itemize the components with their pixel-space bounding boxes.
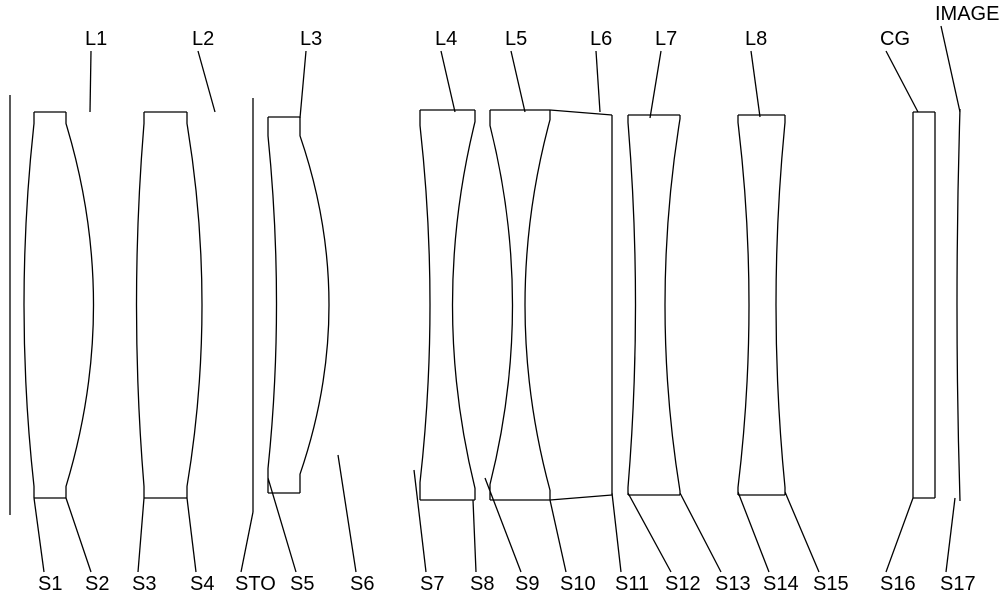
leader-L1: [90, 51, 91, 112]
surface-S15: [776, 115, 785, 495]
label-L8: L8: [745, 28, 767, 50]
surface-S13: [665, 115, 680, 495]
label-S10: S10: [560, 573, 596, 595]
leader-S16: [886, 498, 913, 572]
leader-L4: [441, 51, 455, 112]
label-S17: S17: [940, 573, 976, 595]
element-top-edge: [550, 110, 612, 115]
leader-S5: [268, 478, 296, 572]
surface-S6: [300, 117, 329, 493]
label-S14: S14: [763, 573, 799, 595]
label-L5: L5: [505, 28, 527, 50]
leader-S8: [473, 500, 476, 572]
label-S12: S12: [665, 573, 701, 595]
label-S9: S9: [515, 573, 539, 595]
label-STO: STO: [235, 573, 276, 595]
surface-S1: [24, 112, 34, 498]
label-S5: S5: [290, 573, 314, 595]
leader-S4: [187, 498, 196, 572]
leader-S14: [738, 492, 769, 572]
leader-STO: [241, 512, 253, 572]
leader-S3: [138, 498, 144, 572]
leader-S2: [66, 498, 91, 572]
lens-diagram: L1 L2 L3 L4 L5 L6 L7 L8 CG IMAGE S1 S2 S3 S4 STO S5 S6 S7…: [0, 0, 1000, 611]
leader-L7: [650, 51, 661, 118]
leader-L6: [596, 51, 600, 112]
leader-L5: [511, 51, 525, 112]
label-S7: S7: [420, 573, 444, 595]
surface-S9: [490, 110, 513, 500]
label-S1: S1: [38, 573, 62, 595]
label-S8: S8: [470, 573, 494, 595]
element-bottom-edge: [550, 495, 612, 500]
label-S15: S15: [813, 573, 849, 595]
label-L2: L2: [192, 28, 214, 50]
leader-L8: [751, 51, 760, 117]
label-L4: L4: [435, 28, 457, 50]
surface-S4: [187, 112, 202, 498]
label-L3: L3: [300, 28, 322, 50]
label-IMAGE: IMAGE: [935, 3, 999, 25]
surface-S7: [420, 110, 430, 500]
leader-L3: [300, 51, 306, 118]
label-S13: S13: [715, 573, 751, 595]
label-S2: S2: [85, 573, 109, 595]
leader-S15: [785, 492, 819, 572]
leader-lines: [34, 26, 960, 572]
leader-S11: [612, 493, 621, 572]
surface-S8: [453, 110, 476, 500]
label-S11: S11: [615, 573, 649, 595]
surface-S10: [525, 110, 550, 500]
label-S4: S4: [190, 573, 214, 595]
leader-S13: [680, 493, 721, 572]
leader-S12: [628, 493, 671, 572]
label-L1: L1: [85, 28, 107, 50]
surface-S12: [628, 115, 636, 495]
surface-S5: [268, 117, 277, 493]
leader-S1: [34, 498, 44, 572]
label-L6: L6: [590, 28, 612, 50]
labels-group: L1 L2 L3 L4 L5 L6 L7 L8 CG IMAGE S1 S2 S3 S4 STO S5 S6 S7…: [38, 3, 999, 595]
label-S6: S6: [350, 573, 374, 595]
leader-S10: [550, 500, 566, 572]
label-S3: S3: [132, 573, 156, 595]
leader-S6: [338, 455, 356, 572]
leader-L2: [198, 51, 215, 112]
label-L7: L7: [655, 28, 677, 50]
surface-IMAGE_S17: [957, 109, 960, 501]
leader-S9: [485, 478, 521, 572]
optics-group: [10, 95, 960, 515]
surface-S3: [137, 112, 145, 498]
leader-IMAGE: [941, 26, 960, 112]
label-S16: S16: [880, 573, 916, 595]
surface-S2: [66, 112, 94, 498]
leader-S17: [946, 498, 955, 572]
leader-CG: [886, 51, 918, 112]
label-CG: CG: [880, 28, 910, 50]
surface-S14: [738, 115, 749, 495]
